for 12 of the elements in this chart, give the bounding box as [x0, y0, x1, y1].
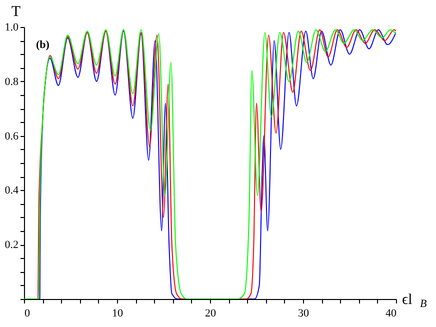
- y-tick-label: 0.4: [4, 184, 19, 197]
- annotation: (b): [36, 39, 50, 51]
- x-tick-label: 20: [205, 308, 216, 320]
- y-axis-title: T: [11, 4, 21, 20]
- y-tick-label: 0.8: [4, 76, 19, 88]
- x-tick-label: 40: [386, 308, 397, 320]
- y-tick-label: 0.2: [4, 239, 18, 252]
- x-tick-label: 0: [24, 308, 30, 320]
- y-tick-label: 1.0: [4, 22, 19, 34]
- x-tick-label: 30: [298, 308, 310, 320]
- x-tick-label: 10: [112, 308, 124, 320]
- y-tick-label: 0.6: [4, 130, 19, 142]
